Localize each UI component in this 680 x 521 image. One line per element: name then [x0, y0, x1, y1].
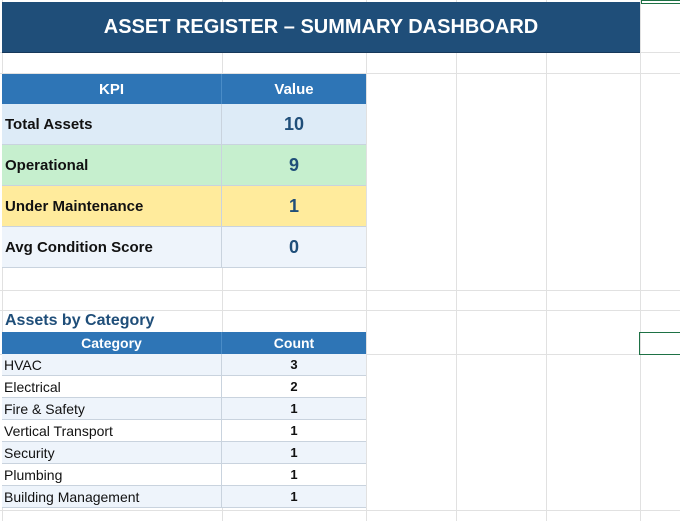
kpi-value: 1 — [288, 195, 299, 216]
table-row: Security 1 — [2, 442, 366, 464]
category-cell[interactable]: Building Management — [2, 486, 222, 507]
kpi-label-cell[interactable]: Avg Condition Score — [2, 227, 222, 267]
table-row: Plumbing 1 — [2, 464, 366, 486]
kpi-label: Under Maintenance — [5, 197, 144, 215]
count-header-cell[interactable]: Count — [273, 335, 315, 351]
kpi-label: Avg Condition Score — [5, 238, 153, 256]
selected-cell[interactable] — [639, 332, 680, 355]
selected-cell-top[interactable] — [641, 0, 680, 4]
page-title: ASSET REGISTER – SUMMARY DASHBOARD — [2, 2, 640, 53]
value-header-cell[interactable]: Value — [274, 80, 314, 98]
grid-line — [546, 0, 547, 521]
category-cell[interactable]: Plumbing — [2, 464, 222, 485]
grid-line — [456, 0, 457, 521]
table-row: Vertical Transport 1 — [2, 420, 366, 442]
kpi-table-header: KPI Value — [2, 74, 366, 104]
kpi-value: 0 — [288, 236, 299, 257]
grid-line — [0, 290, 680, 291]
kpi-label-cell[interactable]: Operational — [2, 145, 222, 185]
count-cell[interactable]: 2 — [290, 379, 298, 394]
count-cell[interactable]: 3 — [290, 357, 298, 372]
category-header-cell[interactable]: Category — [2, 332, 222, 354]
kpi-label-cell[interactable]: Total Assets — [2, 104, 222, 144]
count-cell[interactable]: 1 — [290, 467, 298, 482]
category-cell[interactable]: Vertical Transport — [2, 420, 222, 441]
kpi-row-avg-condition-score: Avg Condition Score 0 — [2, 227, 366, 268]
category-cell[interactable]: HVAC — [2, 354, 222, 375]
kpi-value-cell[interactable]: 1 — [222, 186, 366, 226]
kpi-label: Operational — [5, 156, 89, 174]
table-row: Building Management 1 — [2, 486, 366, 508]
kpi-value-cell[interactable]: 0 — [222, 227, 366, 267]
category-table-header: Category Count — [2, 332, 366, 354]
kpi-value: 9 — [288, 154, 299, 175]
kpi-row-operational: Operational 9 — [2, 145, 366, 186]
kpi-label-cell[interactable]: Under Maintenance — [2, 186, 222, 226]
table-row: Electrical 2 — [2, 376, 366, 398]
grid-line — [0, 510, 680, 511]
grid-line — [0, 310, 680, 311]
kpi-row-total-assets: Total Assets 10 — [2, 104, 366, 145]
kpi-table: KPI Value Total Assets 10 Operational 9 … — [2, 74, 366, 268]
grid-line — [0, 73, 680, 74]
category-section-title: Assets by Category — [5, 312, 155, 329]
kpi-value: 10 — [283, 113, 305, 134]
category-cell[interactable]: Security — [2, 442, 222, 463]
category-table: Category Count HVAC 3 Electrical 2 Fire … — [2, 332, 366, 508]
count-cell[interactable]: 1 — [290, 423, 298, 438]
count-cell[interactable]: 1 — [290, 401, 298, 416]
grid-line — [366, 0, 367, 521]
kpi-row-under-maintenance: Under Maintenance 1 — [2, 186, 366, 227]
kpi-value-cell[interactable]: 9 — [222, 145, 366, 185]
grid-line — [640, 0, 641, 521]
kpi-label: Total Assets — [5, 115, 93, 133]
table-row: HVAC 3 — [2, 354, 366, 376]
count-cell[interactable]: 1 — [290, 489, 298, 504]
kpi-value-cell[interactable]: 10 — [222, 104, 366, 144]
category-cell[interactable]: Fire & Safety — [2, 398, 222, 419]
kpi-header-cell[interactable]: KPI — [2, 74, 222, 104]
table-row: Fire & Safety 1 — [2, 398, 366, 420]
category-cell[interactable]: Electrical — [2, 376, 222, 397]
count-cell[interactable]: 1 — [290, 445, 298, 460]
